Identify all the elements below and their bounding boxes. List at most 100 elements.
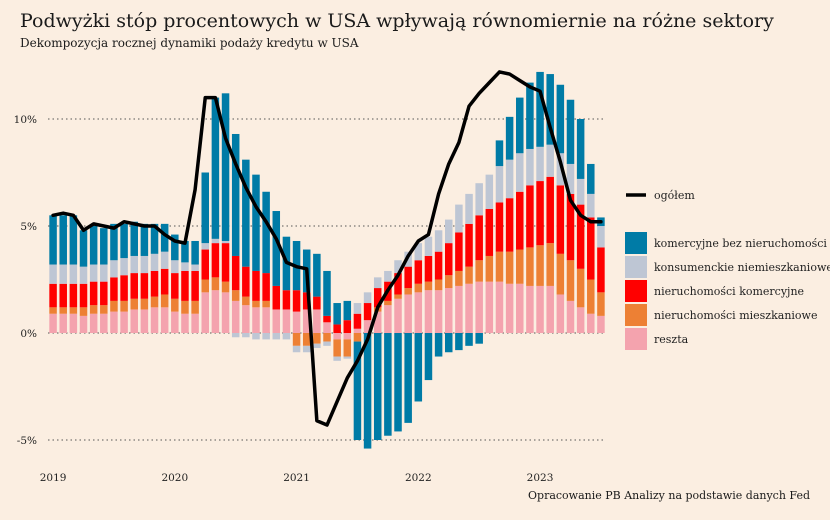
bar-segment	[556, 253, 565, 295]
bar-segment	[231, 255, 240, 291]
bar-segment	[171, 234, 179, 261]
bar-segment	[201, 243, 210, 250]
bar-segment	[140, 298, 149, 310]
bar-segment	[211, 290, 220, 333]
bar-segment	[343, 356, 352, 359]
bar-segment	[546, 144, 554, 177]
bar-segment	[130, 255, 138, 274]
bar-segment	[49, 313, 57, 333]
bar-segment	[313, 296, 321, 310]
bar-segment	[495, 140, 504, 167]
bar-segment	[150, 307, 159, 333]
bar-segment	[587, 279, 595, 314]
bar-segment	[292, 290, 301, 312]
bar-segment	[546, 74, 554, 145]
bar-segment	[495, 281, 504, 333]
bar-segment	[505, 116, 514, 160]
bar-segment	[130, 221, 138, 256]
bar-segment	[211, 97, 220, 239]
bar-segment	[221, 243, 230, 282]
bar-segment	[424, 333, 433, 381]
bar-segment	[363, 292, 372, 304]
bar-segment	[140, 309, 149, 333]
bar-segment	[465, 193, 473, 224]
bar-segment	[313, 333, 321, 344]
bar-segment	[566, 260, 575, 301]
bar-segment	[221, 292, 230, 333]
bar-segment	[384, 270, 392, 282]
bar-segment	[526, 82, 534, 149]
y-axis-ticks: -5% 0% 5% 10%	[14, 114, 37, 447]
bar-segment	[181, 313, 189, 333]
bar-segment	[120, 300, 128, 312]
bar-segment	[343, 333, 352, 340]
y-tick-label: -5%	[17, 435, 37, 447]
bar-segment	[434, 251, 443, 280]
legend-label: nieruchomości komercyjne	[654, 285, 804, 298]
bar-segment	[171, 260, 179, 274]
bar-segment	[201, 292, 210, 333]
legend-swatch	[625, 256, 647, 278]
bar-segment	[59, 307, 67, 314]
bar-segment	[495, 251, 504, 282]
bar-segment	[475, 215, 483, 261]
bar-segment	[597, 315, 605, 333]
bar-segment	[576, 268, 585, 308]
bar-segment	[343, 300, 352, 321]
bar-segment	[465, 333, 473, 346]
bar-segment	[323, 341, 331, 346]
bar-segment	[242, 159, 250, 267]
bar-segment	[353, 313, 362, 329]
bar-segment	[516, 191, 524, 250]
bar-segment	[587, 163, 595, 194]
bar-segment	[313, 343, 321, 348]
bar-segment	[211, 277, 220, 291]
bar-segment	[69, 313, 78, 333]
bar-segment	[252, 333, 260, 340]
bar-segment	[444, 288, 453, 333]
bar-segment	[231, 333, 240, 338]
bar-segment	[434, 333, 443, 357]
bar-segment	[333, 324, 341, 333]
bar-segment	[465, 283, 473, 333]
bar-segment	[160, 268, 169, 295]
bar-segment	[282, 333, 291, 340]
bar-segment	[110, 300, 118, 312]
bar-segment	[120, 258, 128, 276]
bar-segment	[89, 313, 98, 333]
bar-segment	[242, 305, 250, 333]
bar-segment	[353, 328, 362, 333]
bar-segment	[292, 311, 301, 333]
bar-segment	[221, 240, 230, 244]
bar-segment	[313, 309, 321, 333]
bar-segment	[231, 300, 240, 333]
bar-segment	[160, 307, 169, 333]
bar-segment	[546, 243, 554, 286]
bar-segment	[455, 232, 463, 271]
bar-segment	[414, 260, 423, 284]
bar-segment	[150, 270, 159, 297]
bar-segment	[505, 283, 514, 333]
bar-segment	[100, 228, 108, 265]
bar-segment	[556, 84, 565, 154]
bar-segment	[404, 266, 412, 289]
bar-segment	[587, 217, 595, 280]
bar-segment	[343, 320, 352, 333]
bar-segment	[373, 311, 382, 333]
bar-segment	[110, 260, 118, 278]
bar-segment	[505, 198, 514, 252]
bar-segment	[191, 300, 199, 314]
bar-segment	[313, 253, 321, 297]
legend-swatch	[625, 280, 647, 302]
bar-segment	[69, 307, 78, 314]
bar-segment	[150, 296, 159, 308]
bar-segment	[130, 309, 138, 333]
bar-segment	[556, 185, 565, 254]
bar-segment	[546, 285, 554, 333]
bar-segment	[292, 333, 301, 346]
bar-segment	[272, 285, 281, 310]
bar-segment	[343, 339, 352, 357]
bar-segment	[455, 333, 463, 351]
bar-segment	[414, 292, 423, 333]
x-axis-ticks: 2019 2020 2021 2022 2023	[40, 472, 554, 484]
